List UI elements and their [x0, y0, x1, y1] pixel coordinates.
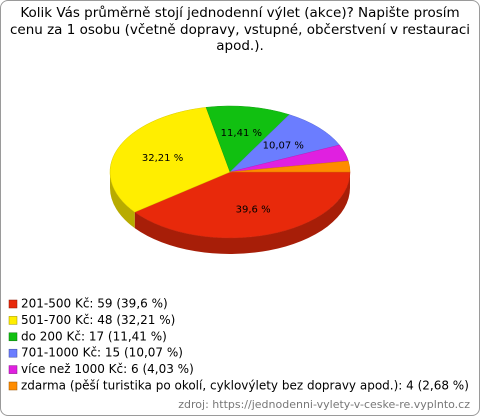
slice [134, 171, 351, 239]
legend-label: 501-700 Kč: 48 (32,21 %) [21, 313, 175, 327]
slice [229, 160, 351, 173]
legend-swatch [8, 316, 18, 325]
slice-side [134, 172, 350, 254]
slice-side [110, 172, 135, 229]
slice-label: 39,6 % [236, 205, 271, 216]
legend-label: více než 1000 Kč: 6 (4,03 %) [21, 362, 194, 376]
slice-label: 11,41 % [221, 128, 262, 139]
legend-swatch [8, 365, 18, 374]
slice-label: 32,21 % [142, 153, 183, 164]
source: zdroj: https://jednodenni-vylety-v-ceske… [178, 398, 470, 411]
legend-label: 201-500 Kč: 59 (39,6 %) [21, 297, 168, 311]
legend-swatch [8, 348, 18, 358]
legend-label: 701-1000 Kč: 15 (10,07 %) [21, 346, 183, 360]
legend-swatch [8, 332, 18, 342]
legend-swatch [8, 381, 18, 391]
chart-title: Kolik Vás průměrně stojí jednodenní výle… [9, 5, 471, 54]
legend-swatch [8, 299, 18, 309]
slice-label: 10,07 % [263, 140, 304, 151]
slice [109, 107, 231, 213]
slice [229, 114, 340, 173]
slice [205, 105, 290, 173]
legend-label: do 200 Kč: 17 (11,41 %) [21, 329, 167, 343]
legend-label: zdarma (pěší turistika po okolí, cyklový… [21, 379, 469, 393]
